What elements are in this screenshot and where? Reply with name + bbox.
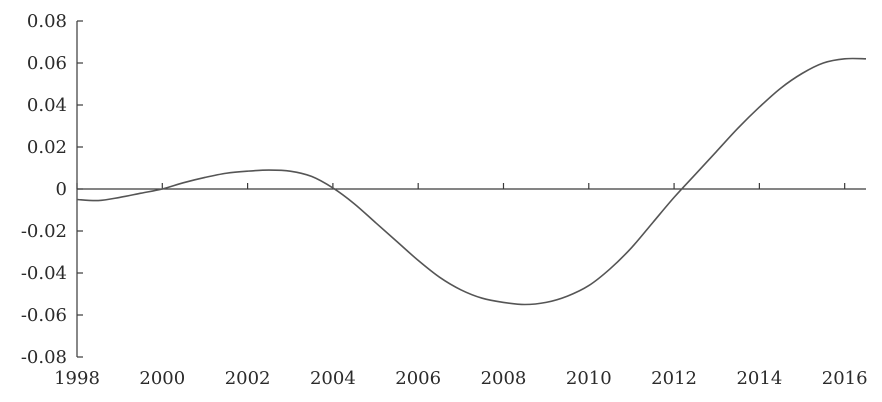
x-tick-label: 2010	[566, 368, 612, 389]
x-tick-label: 2004	[310, 368, 356, 389]
x-tick-label: 2016	[822, 368, 868, 389]
x-tick-label: 2012	[651, 368, 697, 389]
series-line	[76, 57, 867, 306]
y-tick-label: 0.04	[27, 95, 67, 116]
x-tick-label: 1998	[54, 368, 100, 389]
y-tick-label: -0.06	[21, 305, 67, 326]
x-tick-label: 2006	[395, 368, 441, 389]
y-tick-label: 0.06	[27, 53, 67, 74]
y-tick-label: 0.02	[27, 137, 67, 158]
y-tick-label: -0.08	[21, 347, 67, 368]
y-tick-label: 0.08	[27, 11, 67, 32]
y-tick-label: -0.02	[21, 221, 67, 242]
y-tick-label: 0	[56, 179, 67, 200]
y-tick-label: -0.04	[21, 263, 67, 284]
x-tick-label: 2014	[736, 368, 782, 389]
x-tick-label: 2000	[139, 368, 185, 389]
x-tick-label: 2002	[225, 368, 271, 389]
x-tick-label: 2008	[481, 368, 527, 389]
